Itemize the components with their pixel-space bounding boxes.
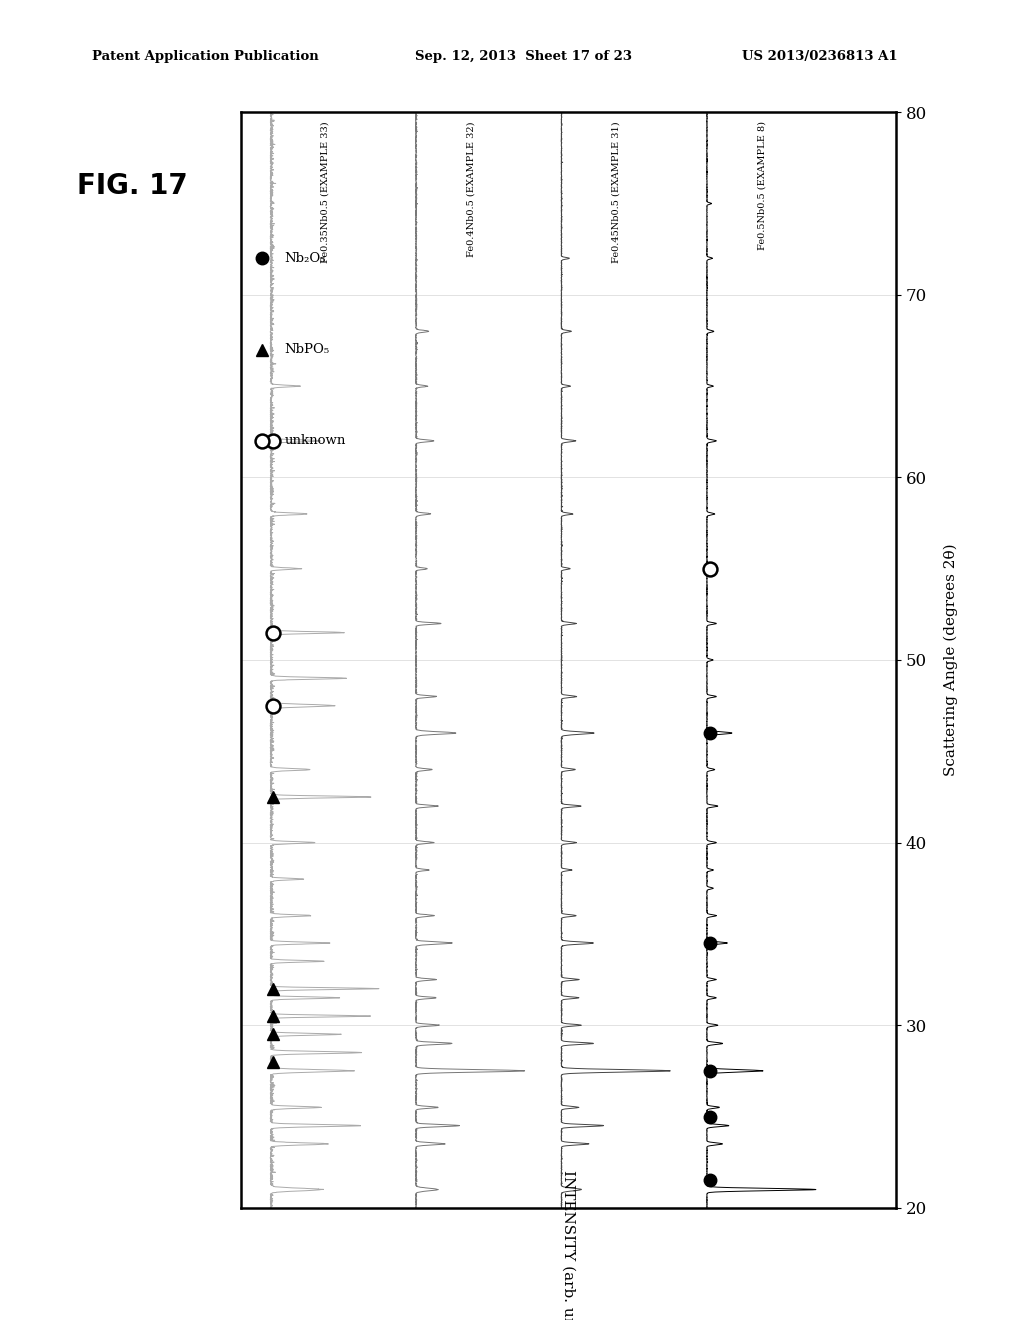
Text: Fe0.4Nb0.5 (EXAMPLE 32): Fe0.4Nb0.5 (EXAMPLE 32) [466, 121, 475, 257]
Text: Patent Application Publication: Patent Application Publication [92, 50, 318, 63]
Text: INTENSITY (arb. unit): INTENSITY (arb. unit) [561, 1170, 575, 1320]
Text: Fe0.5Nb0.5 (EXAMPLE 8): Fe0.5Nb0.5 (EXAMPLE 8) [758, 121, 767, 251]
Text: US 2013/0236813 A1: US 2013/0236813 A1 [742, 50, 898, 63]
Text: Fe0.45Nb0.5 (EXAMPLE 31): Fe0.45Nb0.5 (EXAMPLE 31) [612, 121, 621, 263]
Text: FIG. 17: FIG. 17 [77, 172, 187, 199]
Text: Sep. 12, 2013  Sheet 17 of 23: Sep. 12, 2013 Sheet 17 of 23 [415, 50, 632, 63]
Text: NbPO₅: NbPO₅ [285, 343, 330, 356]
Text: Fe0.35Nb0.5 (EXAMPLE 33): Fe0.35Nb0.5 (EXAMPLE 33) [321, 121, 330, 263]
Y-axis label: Scattering Angle (degrees 2θ): Scattering Angle (degrees 2θ) [944, 544, 958, 776]
Text: Nb₂O₅: Nb₂O₅ [285, 252, 326, 265]
Text: unknown: unknown [285, 434, 346, 447]
